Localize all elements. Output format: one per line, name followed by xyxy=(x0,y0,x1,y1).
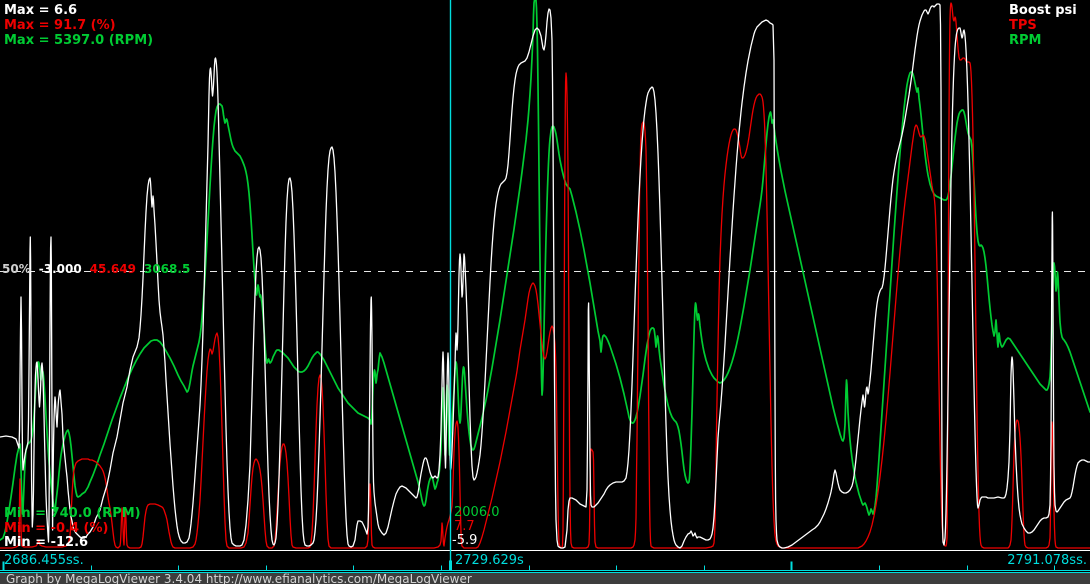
status-text: Graph by MegaLogViewer 3.4.04 http://www… xyxy=(6,572,472,584)
midline-percent-label: 50% xyxy=(2,262,31,276)
cursor-tps-value: 7.7 xyxy=(454,519,475,534)
timeline-cursor-label: 2729.629s xyxy=(455,553,524,568)
midline-boost-value: -3.000 xyxy=(38,262,82,276)
midline-tps-value: 45.649 xyxy=(89,262,136,276)
max-rpm-label: Max = 5397.0 (RPM) xyxy=(4,33,154,48)
max-stats-block: Max = 6.6 Max = 91.7 (%) Max = 5397.0 (R… xyxy=(4,3,153,48)
legend-item-rpm: RPM xyxy=(1009,33,1042,48)
min-boost-label: Min = -12.6 xyxy=(4,535,89,550)
status-bar: Graph by MegaLogViewer 3.4.04 http://www… xyxy=(0,572,1090,584)
legend: Boost psi TPS RPM xyxy=(1009,3,1077,48)
legend-item-tps: TPS xyxy=(1009,18,1037,33)
midline-labels: 50% -3.000 45.649 3068.5 xyxy=(2,263,198,275)
plot-area[interactable] xyxy=(0,0,1090,572)
max-tps-label: Max = 91.7 (%) xyxy=(4,18,116,33)
max-boost-label: Max = 6.6 xyxy=(4,3,78,18)
legend-item-boost: Boost psi xyxy=(1009,3,1077,18)
series-boost xyxy=(0,3,1090,549)
midline-rpm-value: 3068.5 xyxy=(143,262,191,276)
timeline-end-label: 2791.078ss. xyxy=(1007,553,1087,568)
series-rpm xyxy=(0,0,1090,541)
cursor-rpm-value: 2006.0 xyxy=(454,505,500,520)
timeline-start-label: 2686.455ss. xyxy=(4,553,84,568)
cursor-boost-value: -5.9 xyxy=(452,533,478,548)
min-rpm-label: Min = 740.0 (RPM) xyxy=(4,506,141,521)
min-tps-label: Min = -0.4 (%) xyxy=(4,521,109,536)
